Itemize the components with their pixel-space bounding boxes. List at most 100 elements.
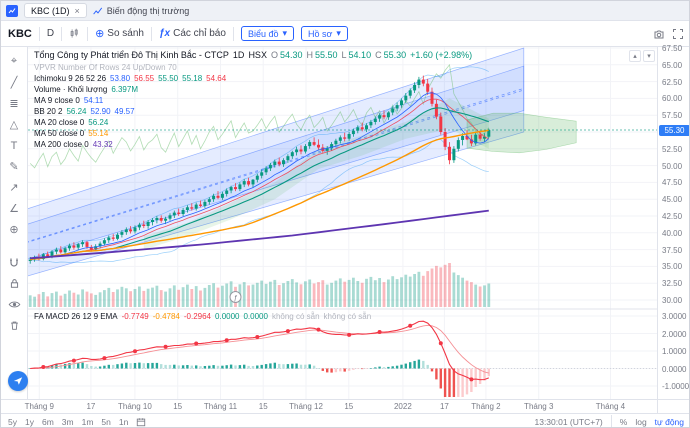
trendline-tool-icon[interactable]: ╱ xyxy=(10,77,18,89)
brush-tool-icon[interactable]: ✎ xyxy=(9,161,19,173)
legend-row[interactable]: MA 50 close 0 55.14 xyxy=(34,128,472,139)
price-tick: 57.50 xyxy=(662,111,683,121)
legend-value: không có sẵn xyxy=(271,312,320,321)
macd-tick: 0.0000 xyxy=(662,364,687,374)
legend-value: 54.64 xyxy=(206,74,227,83)
time-tick: 17 xyxy=(86,402,96,411)
legend-value: -0.7749 xyxy=(121,312,149,321)
legend-row[interactable]: FA MACD 26 12 9 EMA -0.7749 -0.4784 -0.2964… xyxy=(34,311,371,322)
legend-value: C xyxy=(375,50,382,60)
price-tick: 42.50 xyxy=(662,212,683,221)
legend-row[interactable]: MA 20 close 0 56.24 xyxy=(34,117,472,128)
legend-value: Tổng Công ty Phát triển Đô Thị Kinh Bắc … xyxy=(34,50,229,60)
macd-tick: -1.0000 xyxy=(662,382,690,391)
legend-value: 49.57 xyxy=(114,107,135,116)
range-5y[interactable]: 5y xyxy=(8,416,17,427)
legend-value: MA 200 close 0 xyxy=(34,140,89,149)
range-6m[interactable]: 6m xyxy=(41,416,54,427)
chart-menu-button[interactable]: Biểu đồ ▾ xyxy=(240,26,294,41)
range-3m[interactable]: 3m xyxy=(61,416,74,427)
price-chart[interactable]: ƒ xyxy=(25,47,657,404)
hide-drawings-tool-icon[interactable] xyxy=(1,294,27,315)
close-icon[interactable]: × xyxy=(74,5,80,16)
text-tool-icon[interactable]: T xyxy=(10,139,18,152)
clock[interactable]: 13:30:01 (UTC+7) xyxy=(534,416,603,427)
time-tick: Tháng 11 xyxy=(203,402,238,411)
auto-scale-button[interactable]: tự động xyxy=(654,416,684,427)
price-axis[interactable]: 67.5065.0062.5060.0057.5055.0052.5050.00… xyxy=(657,44,690,399)
price-tick: 60.00 xyxy=(662,94,683,104)
macd-tick: 2.0000 xyxy=(662,329,687,339)
measure-tool-icon[interactable]: ∠ xyxy=(9,203,19,215)
indicators-button[interactable]: ƒx Các chỉ báo xyxy=(159,28,226,39)
chevron-down-icon[interactable]: ▾ xyxy=(643,50,655,62)
legend-value: 0.0000 xyxy=(243,312,268,321)
svg-text:ƒ: ƒ xyxy=(234,295,238,302)
legend-value: +1.60 (+2.98%) xyxy=(410,50,473,60)
legend-row[interactable]: Tổng Công ty Phát triển Đô Thị Kinh Bắc … xyxy=(34,49,472,62)
symbol-button[interactable]: KBC xyxy=(8,27,32,40)
time-tick: Tháng 12 xyxy=(289,402,323,411)
price-tick: 52.50 xyxy=(662,144,683,154)
magnet-tool-icon[interactable] xyxy=(1,252,27,273)
price-tick: 37.50 xyxy=(662,245,683,255)
legend-row[interactable]: MA 9 close 0 54.11 xyxy=(34,95,472,106)
pattern-tool-icon[interactable]: △ xyxy=(9,119,19,131)
interval-button[interactable]: D xyxy=(46,28,55,39)
indicators-label: Các chỉ báo xyxy=(173,28,226,39)
broker-logo xyxy=(8,371,28,391)
compare-icon: ⊕ xyxy=(95,28,105,40)
chart-type-button[interactable] xyxy=(69,28,80,39)
legend-value: 55.14 xyxy=(88,129,109,138)
time-tick: Tháng 9 xyxy=(24,402,54,411)
market-tab-label: Biến động thị trường xyxy=(106,5,190,16)
range-1m[interactable]: 1m xyxy=(81,416,94,427)
log-scale-button[interactable]: log xyxy=(635,416,647,427)
legend-value: 1D xyxy=(232,50,245,60)
time-axis[interactable]: Tháng 9 17 Tháng 10 15 Tháng 11 15 Tháng 12 15 2… xyxy=(24,399,657,413)
paper-plane-icon xyxy=(13,377,23,385)
chart-region: ⌖ ╱ ≣ △ T ✎ ↗ ∠ ⊕ ƒ Tổng Công ty Phát triển Đô T… xyxy=(1,44,690,399)
fib-retracement-tool-icon[interactable]: ≣ xyxy=(9,98,19,110)
legend-row[interactable]: BB 20 2 56.24 52.90 49.57 xyxy=(34,106,472,117)
legend-value: MA 50 close 0 xyxy=(34,129,85,138)
fullscreen-icon[interactable] xyxy=(672,28,684,40)
percent-scale-button[interactable]: % xyxy=(619,416,628,427)
legend-row[interactable]: MA 200 close 0 43.32 xyxy=(34,139,472,150)
profile-menu-button[interactable]: Hồ sơ ▾ xyxy=(301,26,348,41)
tab-market-movement[interactable]: Biến động thị trường xyxy=(93,6,189,16)
lock-tool-icon[interactable] xyxy=(1,273,27,294)
bottom-bar: 5y 1y 6m 3m 1m 5n 1n 13:30:01 (UTC+7) % log tự… xyxy=(1,413,689,427)
time-tick: Tháng 4 xyxy=(595,402,626,411)
legend-row[interactable]: VPVR Number Of Rows 24 Up/Down 70 xyxy=(34,62,472,73)
legend-row[interactable]: Ichimoku 9 26 52 26 53.80 56.55 55.50 55.18 5… xyxy=(34,73,472,84)
legend-value: 6.397M xyxy=(111,85,138,94)
range-1n[interactable]: 1n xyxy=(118,416,129,427)
calendar-icon[interactable] xyxy=(136,417,146,427)
chart-toolbar: KBC D ⊕ So sánh ƒx Các chỉ báo Biểu đồ ▾… xyxy=(1,21,689,47)
remove-drawings-tool-icon[interactable] xyxy=(1,315,27,336)
price-tick: 62.50 xyxy=(662,77,683,87)
price-tick: 45.00 xyxy=(662,195,683,205)
macd-legend: FA MACD 26 12 9 EMA -0.7749 -0.4784 -0.2964… xyxy=(34,311,371,322)
legend-value: -0.4784 xyxy=(152,312,180,321)
legend-value: 56.24 xyxy=(66,107,87,116)
compare-button[interactable]: ⊕ So sánh xyxy=(95,27,144,40)
time-tick: 2022 xyxy=(393,402,412,411)
tab-strip: KBC (1D) × Biến động thị trường xyxy=(1,1,689,21)
zoom-tool-icon[interactable]: ⊕ xyxy=(9,224,19,236)
chevron-down-icon: ▾ xyxy=(336,28,341,38)
price-tick: 30.00 xyxy=(662,296,683,305)
app-logo-icon[interactable] xyxy=(6,4,18,17)
camera-icon[interactable] xyxy=(653,28,665,40)
drawing-tools-sidebar: ⌖ ╱ ≣ △ T ✎ ↗ ∠ ⊕ xyxy=(1,47,28,399)
legend-row[interactable]: Volume · Khối lượng 6.397M xyxy=(34,84,472,95)
legend-value: 54.11 xyxy=(83,96,104,105)
crosshair-tool-icon[interactable]: ⌖ xyxy=(10,55,18,67)
range-1y[interactable]: 1y xyxy=(24,416,34,427)
chevron-up-icon[interactable]: ▴ xyxy=(629,50,641,62)
range-5n[interactable]: 5n xyxy=(101,416,111,427)
tab-kbc-1d[interactable]: KBC (1D) × xyxy=(24,3,87,18)
forecast-tool-icon[interactable]: ↗ xyxy=(9,182,19,194)
